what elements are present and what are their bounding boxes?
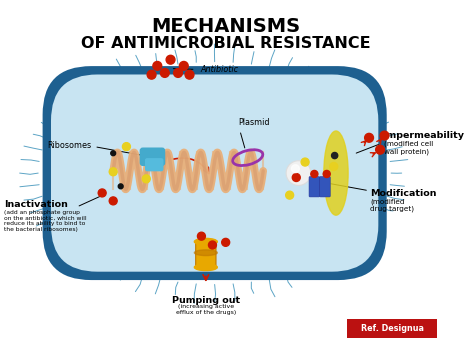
- Ellipse shape: [324, 131, 348, 215]
- Circle shape: [111, 151, 116, 155]
- Circle shape: [122, 143, 130, 151]
- FancyBboxPatch shape: [43, 66, 387, 280]
- Circle shape: [323, 170, 330, 178]
- Text: OF ANTIMICROBIAL RESISTANCE: OF ANTIMICROBIAL RESISTANCE: [81, 36, 371, 51]
- Text: (add an phosphate group
on the antibiotic, which will
reduce its ability to bind: (add an phosphate group on the antibioti…: [4, 210, 87, 232]
- Circle shape: [286, 191, 293, 199]
- Text: Ribosomes: Ribosomes: [47, 141, 91, 150]
- FancyBboxPatch shape: [319, 177, 330, 197]
- Ellipse shape: [194, 264, 217, 271]
- Circle shape: [147, 70, 156, 79]
- Text: (modified
drug target): (modified drug target): [370, 198, 414, 212]
- Circle shape: [118, 184, 123, 189]
- Circle shape: [222, 238, 230, 246]
- Text: Plasmid: Plasmid: [238, 118, 270, 127]
- Circle shape: [332, 152, 338, 159]
- Text: MECHANISMS: MECHANISMS: [151, 17, 300, 36]
- Circle shape: [292, 174, 300, 181]
- FancyBboxPatch shape: [145, 158, 164, 171]
- Circle shape: [330, 163, 338, 170]
- Circle shape: [179, 61, 188, 70]
- Circle shape: [166, 55, 175, 64]
- Text: Antibiotic: Antibiotic: [200, 65, 238, 74]
- FancyBboxPatch shape: [196, 240, 216, 269]
- Circle shape: [198, 232, 205, 240]
- Circle shape: [311, 170, 318, 178]
- Circle shape: [185, 70, 194, 79]
- Circle shape: [286, 161, 311, 185]
- Text: Ref. Designua: Ref. Designua: [361, 324, 423, 333]
- Circle shape: [292, 165, 300, 173]
- Ellipse shape: [194, 238, 217, 245]
- FancyBboxPatch shape: [347, 319, 438, 338]
- Ellipse shape: [194, 250, 217, 256]
- Text: (increasing active
efflux of the drugs): (increasing active efflux of the drugs): [176, 304, 236, 315]
- FancyBboxPatch shape: [309, 177, 319, 197]
- FancyBboxPatch shape: [51, 75, 378, 272]
- Circle shape: [153, 61, 162, 70]
- Circle shape: [160, 69, 169, 77]
- Circle shape: [380, 131, 389, 140]
- Text: Inactivation: Inactivation: [4, 200, 68, 208]
- Circle shape: [209, 241, 217, 249]
- Circle shape: [98, 189, 106, 197]
- Circle shape: [109, 197, 117, 205]
- FancyBboxPatch shape: [140, 147, 165, 166]
- Circle shape: [365, 133, 374, 142]
- Circle shape: [109, 168, 117, 176]
- Circle shape: [142, 175, 150, 183]
- Text: Impermeability: Impermeability: [383, 131, 465, 140]
- Circle shape: [301, 158, 309, 166]
- Text: Pumping out: Pumping out: [172, 295, 240, 305]
- Text: Modification: Modification: [370, 190, 437, 198]
- Circle shape: [376, 145, 384, 154]
- Circle shape: [173, 69, 182, 77]
- Text: (modified cell
wall protein): (modified cell wall protein): [383, 141, 433, 155]
